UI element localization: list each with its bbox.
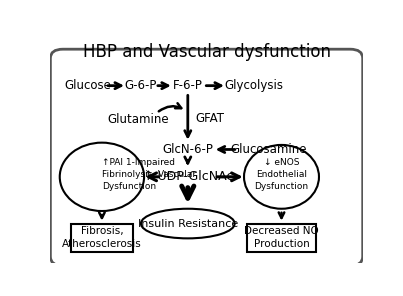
Text: Glucose: Glucose [64,79,111,92]
Text: HBP and Vascular dysfunction: HBP and Vascular dysfunction [83,44,330,62]
Text: F-6-P: F-6-P [173,79,203,92]
Text: ↑ UDP-GlcNAc: ↑ UDP-GlcNAc [143,170,233,183]
Text: ↑PAI 1-Impaired
Fibrinolysis, Vascular
Dysfunction: ↑PAI 1-Impaired Fibrinolysis, Vascular D… [102,158,196,191]
Text: ↓ eNOS
Endothelial
Dysfunction: ↓ eNOS Endothelial Dysfunction [254,158,309,191]
Text: Glutamine: Glutamine [107,113,168,126]
Text: G-6-P: G-6-P [125,79,157,92]
Text: Decreased NO
Production: Decreased NO Production [244,226,319,249]
Text: GFAT: GFAT [195,112,224,125]
Text: Fibrosis,
Atherosclerosis: Fibrosis, Atherosclerosis [62,226,142,249]
Text: GlcN-6-P: GlcN-6-P [162,143,213,156]
FancyBboxPatch shape [50,49,363,266]
Text: Glycolysis: Glycolysis [224,79,283,92]
Text: Glucosamine: Glucosamine [231,143,307,156]
Text: Insulin Resistance: Insulin Resistance [138,218,238,229]
FancyBboxPatch shape [247,223,316,252]
FancyBboxPatch shape [71,223,133,252]
